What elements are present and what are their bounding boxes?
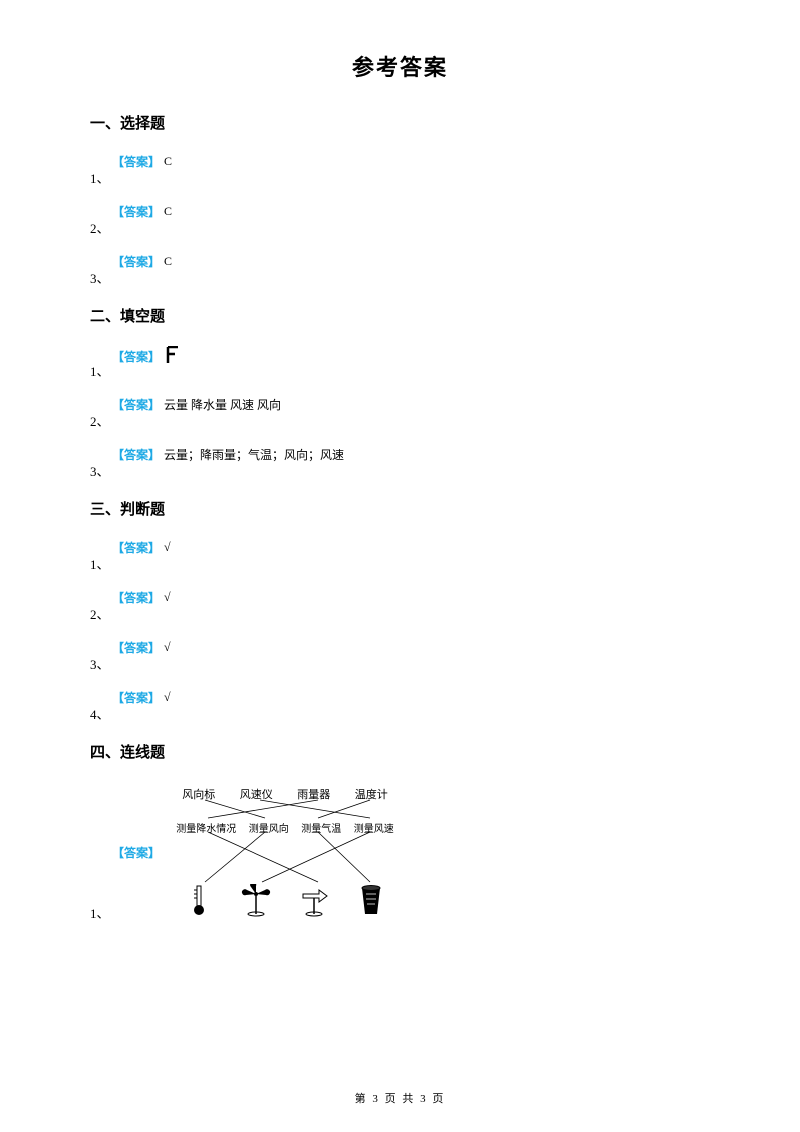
answer-number: 3、 bbox=[90, 461, 110, 480]
answer-value: √ bbox=[164, 640, 171, 655]
windvane-icon bbox=[299, 884, 329, 918]
answer-value: C bbox=[164, 204, 172, 219]
answer-number: 3、 bbox=[90, 268, 110, 287]
answer-number: 3、 bbox=[90, 654, 110, 673]
answer-tag: 【答案】 bbox=[112, 348, 160, 365]
answer-tag: 【答案】 bbox=[112, 446, 160, 463]
answer-number: 2、 bbox=[90, 604, 110, 623]
page-title: 参考答案 bbox=[90, 50, 710, 82]
answer-value: C bbox=[164, 154, 172, 169]
answer-value: 云量；降雨量；气温；风向；风速 bbox=[164, 446, 344, 463]
answer-number: 2、 bbox=[90, 218, 110, 237]
special-glyph-icon bbox=[166, 346, 180, 367]
answer-row: 1、 【答案】 √ bbox=[90, 539, 710, 569]
answer-tag: 【答案】 bbox=[112, 253, 160, 270]
answer-tag: 【答案】 bbox=[112, 539, 160, 556]
section-4-header: 四、连线题 bbox=[90, 741, 710, 762]
matching-question: 1、 【答案】 风向标 风速仪 雨量器 温度计 测量降水情况 测量风向 测量气温… bbox=[90, 782, 710, 922]
answer-number: 1、 bbox=[90, 903, 110, 922]
answer-row: 2、 【答案】 √ bbox=[90, 589, 710, 619]
answer-value: 云量 降水量 风速 风向 bbox=[164, 396, 281, 413]
answer-number: 4、 bbox=[90, 704, 110, 723]
answer-value: √ bbox=[164, 690, 171, 705]
answer-value: C bbox=[164, 254, 172, 269]
answer-value: √ bbox=[164, 540, 171, 555]
answer-tag: 【答案】 bbox=[112, 689, 160, 706]
answer-tag: 【答案】 bbox=[112, 203, 160, 220]
answer-row: 1、 【答案】 C bbox=[90, 153, 710, 183]
page-footer: 第 3 页 共 3 页 bbox=[0, 1090, 800, 1106]
section-3-header: 三、判断题 bbox=[90, 498, 710, 519]
answer-tag: 【答案】 bbox=[112, 589, 160, 606]
thermometer-icon bbox=[184, 884, 214, 918]
answer-number: 1、 bbox=[90, 361, 110, 380]
answer-value: √ bbox=[164, 590, 171, 605]
answer-row: 3、 【答案】 √ bbox=[90, 639, 710, 669]
answer-number: 1、 bbox=[90, 554, 110, 573]
section-1-header: 一、选择题 bbox=[90, 112, 710, 133]
answer-row: 4、 【答案】 √ bbox=[90, 689, 710, 719]
answer-row: 3、 【答案】 C bbox=[90, 253, 710, 283]
answer-tag: 【答案】 bbox=[112, 153, 160, 170]
answer-row: 3、 【答案】 云量；降雨量；气温；风向；风速 bbox=[90, 446, 710, 476]
answer-row: 1、 【答案】 bbox=[90, 346, 710, 376]
raingauge-icon bbox=[356, 884, 386, 918]
answer-tag: 【答案】 bbox=[112, 639, 160, 656]
matching-diagram: 风向标 风速仪 雨量器 温度计 测量降水情况 测量风向 测量气温 测量风速 bbox=[170, 782, 400, 922]
answer-tag: 【答案】 bbox=[112, 844, 160, 861]
anemometer-icon bbox=[241, 884, 271, 918]
answer-number: 1、 bbox=[90, 168, 110, 187]
section-2-header: 二、填空题 bbox=[90, 305, 710, 326]
answer-row: 2、 【答案】 云量 降水量 风速 风向 bbox=[90, 396, 710, 426]
answer-tag: 【答案】 bbox=[112, 396, 160, 413]
answer-number: 2、 bbox=[90, 411, 110, 430]
answer-row: 2、 【答案】 C bbox=[90, 203, 710, 233]
